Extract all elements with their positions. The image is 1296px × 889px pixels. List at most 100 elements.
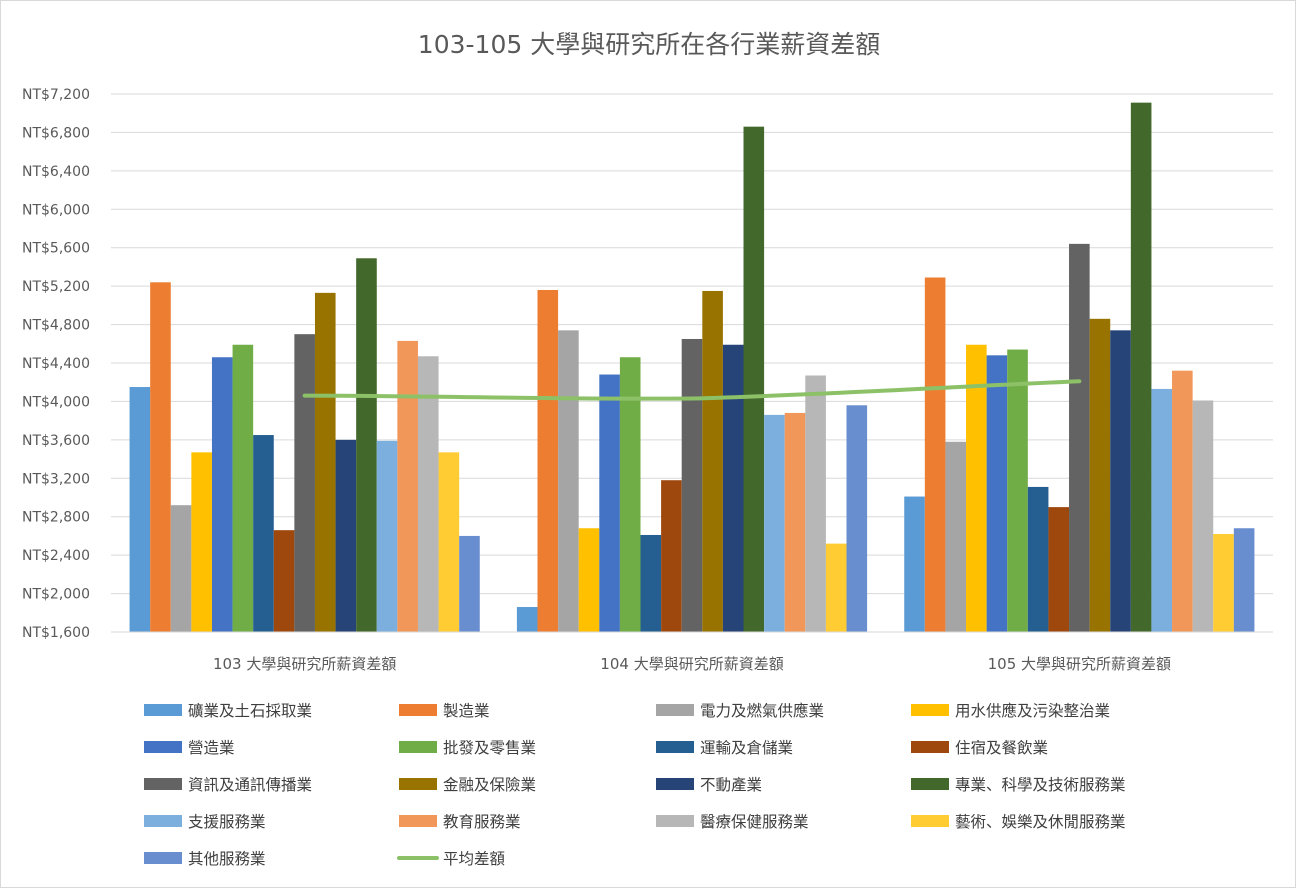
bar bbox=[438, 452, 460, 632]
bar bbox=[1151, 388, 1173, 632]
legend-label: 礦業及土石採取業 bbox=[188, 702, 312, 720]
legend-swatch bbox=[911, 815, 949, 827]
bar bbox=[764, 414, 785, 632]
bars bbox=[129, 102, 1255, 633]
legend-swatch bbox=[144, 704, 182, 716]
bar bbox=[805, 375, 826, 632]
x-category-label: 105 大學與研究所薪資差額 bbox=[988, 655, 1171, 673]
bar bbox=[924, 277, 946, 632]
legend-label: 平均差額 bbox=[443, 850, 505, 868]
legend-label: 營造業 bbox=[188, 739, 235, 757]
legend-swatch bbox=[399, 815, 437, 827]
legend-label: 金融及保險業 bbox=[443, 776, 536, 794]
bar bbox=[558, 330, 579, 632]
bar bbox=[253, 435, 274, 632]
bar bbox=[599, 374, 620, 632]
legend-swatch bbox=[144, 852, 182, 864]
bar bbox=[846, 405, 868, 632]
legend-label: 專業、科學及技術服務業 bbox=[955, 775, 1126, 794]
bar bbox=[661, 480, 682, 632]
x-axis-category-labels: 103 大學與研究所薪資差額 104 大學與研究所薪資差額 105 大學與研究所薪資… bbox=[213, 655, 1171, 673]
legend-label: 用水供應及污染整治業 bbox=[955, 701, 1110, 720]
legend-item: 專業、科學及技術服務業 bbox=[911, 775, 1126, 794]
legend-item: 製造業 bbox=[399, 702, 490, 720]
legend-label: 支援服務業 bbox=[188, 813, 266, 831]
bar bbox=[1027, 486, 1049, 632]
legend-swatch bbox=[144, 741, 182, 753]
bar bbox=[966, 344, 987, 632]
bar bbox=[232, 344, 254, 632]
average-line-layer bbox=[302, 379, 1082, 401]
legend-swatch bbox=[911, 741, 949, 753]
legend-item: 批發及零售業 bbox=[399, 739, 536, 757]
bar bbox=[825, 543, 847, 632]
bar bbox=[537, 289, 559, 632]
legend-label: 住宿及餐飲業 bbox=[955, 739, 1048, 757]
bar bbox=[516, 607, 538, 632]
y-tick-label: NT$2,400 bbox=[22, 548, 90, 564]
legend-item: 不動產業 bbox=[656, 776, 762, 794]
legend-label: 教育服務業 bbox=[443, 813, 521, 831]
legend-swatch bbox=[656, 704, 694, 716]
legend-swatch bbox=[911, 704, 949, 716]
bar bbox=[191, 452, 212, 632]
legend-label: 其他服務業 bbox=[188, 850, 266, 868]
y-tick-label: NT$4,400 bbox=[22, 356, 90, 372]
bar bbox=[743, 126, 765, 633]
legend-label: 批發及零售業 bbox=[443, 739, 536, 757]
legend-swatch bbox=[399, 778, 437, 790]
legend-swatch bbox=[144, 815, 182, 827]
bar bbox=[1089, 318, 1111, 632]
bar bbox=[1213, 534, 1234, 632]
legend-swatch bbox=[399, 704, 437, 716]
y-tick-label: NT$5,600 bbox=[22, 241, 90, 257]
bar bbox=[1172, 370, 1193, 632]
legend-label: 資訊及通訊傳播業 bbox=[188, 776, 312, 794]
legend-item: 營造業 bbox=[144, 739, 235, 757]
legend-item: 電力及燃氣供應業 bbox=[656, 701, 824, 720]
bar bbox=[150, 282, 171, 632]
legend-item: 住宿及餐飲業 bbox=[911, 739, 1048, 757]
bar bbox=[294, 334, 315, 632]
bar bbox=[1130, 102, 1152, 633]
legend-label: 不動產業 bbox=[700, 776, 762, 794]
legend-item: 教育服務業 bbox=[399, 813, 521, 831]
bar bbox=[356, 258, 377, 632]
bar bbox=[397, 340, 418, 632]
bar bbox=[681, 338, 703, 632]
legend-item: 用水供應及污染整治業 bbox=[911, 701, 1110, 720]
bar bbox=[376, 440, 398, 632]
y-tick-label: NT$2,000 bbox=[22, 587, 90, 603]
legend-label: 製造業 bbox=[443, 702, 490, 720]
legend-label: 醫療保健服務業 bbox=[700, 813, 809, 831]
legend-swatch bbox=[656, 815, 694, 827]
legend-swatch bbox=[911, 778, 949, 790]
bar bbox=[619, 357, 641, 632]
legend-item: 藝術、娛樂及休閒服務業 bbox=[911, 813, 1126, 831]
bar bbox=[417, 356, 439, 632]
bar bbox=[1192, 400, 1214, 632]
bar bbox=[335, 439, 357, 632]
legend-item: 醫療保健服務業 bbox=[656, 813, 809, 831]
legend-item: 支援服務業 bbox=[144, 813, 266, 831]
legend-label: 藝術、娛樂及休閒服務業 bbox=[955, 813, 1126, 831]
bar bbox=[211, 357, 233, 632]
bar bbox=[273, 530, 295, 632]
bar bbox=[1233, 528, 1255, 632]
y-tick-label: NT$6,800 bbox=[22, 125, 90, 141]
y-tick-label: NT$3,600 bbox=[22, 433, 90, 449]
legend-swatch bbox=[656, 778, 694, 790]
bar bbox=[578, 528, 600, 632]
legend-item: 運輸及倉儲業 bbox=[656, 739, 793, 757]
bar bbox=[945, 441, 967, 632]
x-category-label: 104 大學與研究所薪資差額 bbox=[600, 655, 783, 673]
average-line bbox=[302, 379, 1082, 401]
bar bbox=[1007, 349, 1028, 632]
y-tick-label: NT$2,800 bbox=[22, 510, 90, 526]
y-tick-label: NT$3,200 bbox=[22, 471, 90, 487]
bar bbox=[170, 505, 192, 632]
bar bbox=[1069, 243, 1090, 632]
bar bbox=[722, 344, 744, 632]
